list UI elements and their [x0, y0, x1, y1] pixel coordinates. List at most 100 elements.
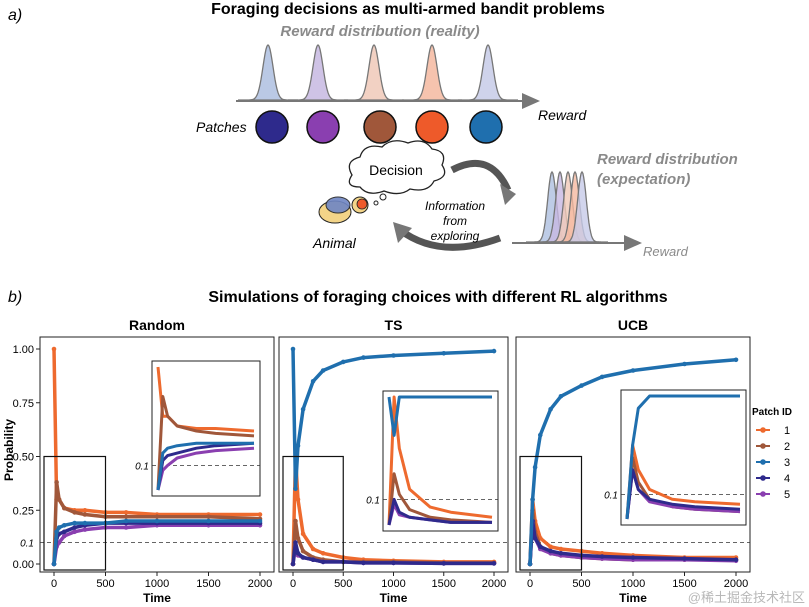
data-point-3 [530, 497, 535, 502]
reality-curves [238, 44, 518, 101]
data-point-3 [527, 561, 533, 567]
data-point-3 [361, 355, 366, 360]
data-point-4 [361, 560, 366, 566]
data-point-4 [538, 544, 543, 550]
data-point-1 [599, 551, 605, 556]
info-line-2: from [443, 214, 467, 228]
x-tick-label: 1000 [621, 578, 645, 590]
data-point-3 [257, 518, 263, 524]
zoom-box [519, 455, 583, 571]
inset: 0.1 [604, 389, 747, 526]
zoom-box [282, 455, 344, 571]
data-point-3 [630, 368, 636, 373]
x-tick-label: 2000 [724, 578, 748, 590]
data-point-3 [293, 486, 298, 492]
data-point-4 [290, 561, 296, 567]
x-tick-label: 500 [334, 578, 352, 590]
plots: Random 0 500 1000 1500 2000 Time 0.00 0.25 0.50 0.… [13, 317, 751, 605]
plot-title: Random [129, 317, 185, 333]
inset-series-line-3 [387, 395, 492, 437]
legend-marker-3 [760, 459, 766, 465]
data-point-3 [295, 443, 301, 449]
data-point-2 [56, 497, 62, 502]
inset-series-line-4 [387, 497, 492, 526]
x-tick-label: 500 [572, 578, 590, 590]
info-line-1: Information [425, 199, 485, 213]
data-point-5 [123, 525, 129, 530]
data-point-4 [491, 561, 497, 566]
data-point-4 [295, 551, 301, 556]
data-point-3 [538, 432, 543, 438]
plot-ts: TS 0 500 1000 1500 2000 Time 0.1 [278, 317, 509, 605]
data-point-4 [320, 559, 326, 565]
plot-ucb: UCB 0 500 1000 1500 2000 Time 0.1 [515, 317, 751, 605]
inset-series-line-5 [156, 446, 255, 491]
data-point-3 [123, 518, 129, 524]
data-point-4 [599, 554, 605, 559]
data-point-3 [579, 383, 584, 388]
patches-label: Patches [196, 119, 247, 135]
x-tick-label: 1500 [672, 578, 696, 590]
data-point-3 [320, 368, 326, 373]
data-point-4 [682, 556, 687, 561]
data-point-4 [548, 548, 553, 554]
panel-a-label: a) [8, 7, 22, 24]
legend-label-4: 4 [784, 473, 790, 485]
reality-curve-1 [238, 44, 298, 101]
curved-arrow-top [450, 159, 512, 192]
data-point-3 [82, 520, 88, 526]
data-point-3 [441, 351, 447, 356]
data-point-1 [310, 546, 316, 552]
data-point-3 [548, 406, 553, 412]
patch-circle-4 [415, 110, 449, 144]
data-point-2 [154, 514, 160, 519]
data-point-4 [300, 555, 306, 560]
legend-label-3: 3 [784, 457, 790, 469]
panel-a: a) Foraging decisions as multi-armed ban… [8, 1, 738, 259]
x-tick-label: 2000 [248, 578, 272, 590]
y-axis-label: Probability [2, 419, 16, 481]
data-point-2 [300, 548, 306, 554]
inset-series-line-2 [156, 395, 255, 491]
data-point-3 [558, 394, 564, 399]
data-point-1 [82, 508, 88, 513]
reward-label: Reward [538, 107, 587, 123]
data-point-3 [682, 361, 687, 367]
patch-circle-3 [363, 110, 397, 144]
data-point-1 [123, 510, 129, 515]
data-point-3 [56, 525, 62, 530]
data-point-1 [295, 497, 301, 502]
data-point-3 [491, 348, 497, 354]
curved-arrow-bottom [397, 227, 502, 251]
data-point-1 [300, 531, 306, 537]
info-line-3: exploring [431, 229, 480, 243]
data-point-5 [72, 529, 77, 535]
panel-b-label: b) [8, 289, 22, 306]
panel-a-title: Foraging decisions as multi-armed bandit… [211, 1, 605, 18]
reality-curve-2 [288, 44, 348, 101]
reward-label-2: Reward [643, 244, 689, 259]
legend-label-2: 2 [784, 441, 790, 453]
expectation-line-1: Reward distribution [597, 151, 738, 168]
expectation-curves [526, 170, 608, 243]
data-point-3 [290, 346, 296, 352]
reality-curve-4 [402, 44, 462, 101]
data-point-3 [54, 529, 59, 535]
curved-arrow-bottom-head [393, 222, 412, 243]
legend-marker-1 [760, 427, 766, 433]
plot-random: Random 0 500 1000 1500 2000 Time 0.00 0.25 0.50 0.… [13, 317, 275, 605]
legend-title: Patch ID [752, 407, 792, 418]
x-tick-label: 500 [96, 578, 114, 590]
inset-series-line-1 [387, 395, 493, 526]
legend: Patch ID 1 2 3 4 5 [752, 407, 792, 501]
x-tick-label: 0 [51, 578, 57, 590]
legend-marker-2 [760, 443, 766, 449]
x-tick-label: 1000 [145, 578, 169, 590]
data-point-1 [320, 551, 326, 556]
data-point-1 [558, 546, 564, 552]
data-point-4 [293, 540, 298, 545]
inset-series-line-2 [387, 472, 493, 526]
data-point-1 [51, 346, 57, 352]
animal-icon [318, 196, 369, 224]
y-tick-label: 1.00 [13, 344, 34, 356]
